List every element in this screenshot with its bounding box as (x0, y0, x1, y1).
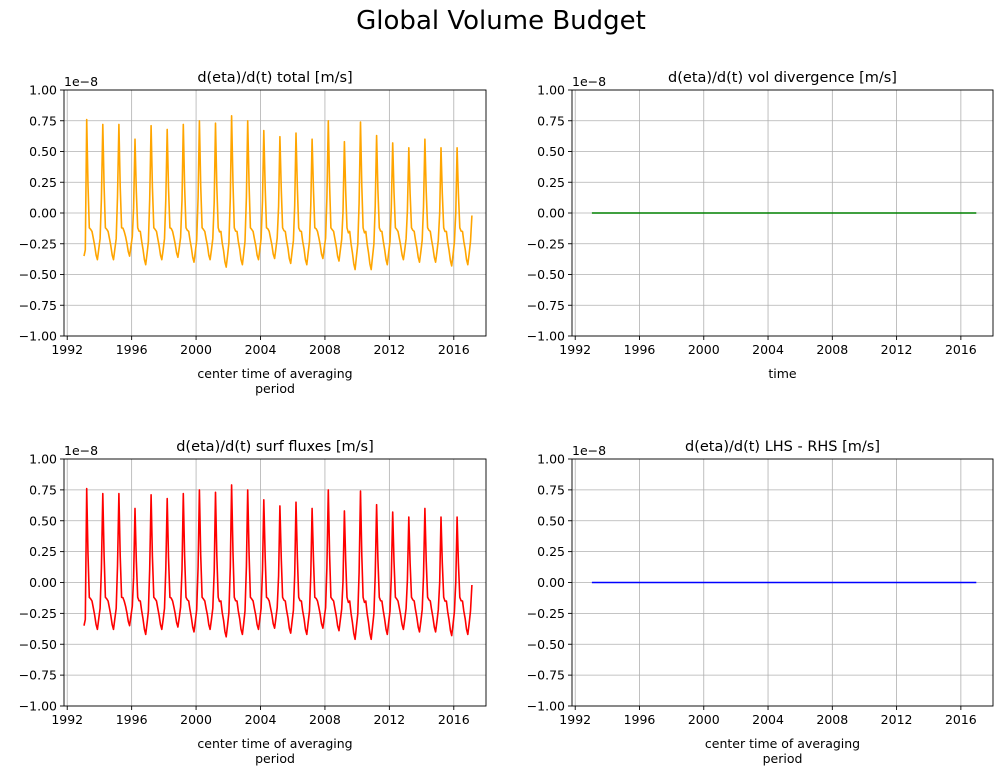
y-tick-label: 0.75 (537, 482, 565, 497)
x-axis-label: period (763, 751, 803, 766)
x-axis-label: period (255, 381, 295, 396)
x-tick-label: 2008 (816, 342, 848, 357)
y-tick-label: 0.00 (537, 575, 565, 590)
x-tick-label: 1996 (624, 342, 656, 357)
y-tick-label: 0.50 (537, 144, 565, 159)
y-tick-label: −0.75 (527, 668, 565, 683)
x-axis-label: center time of averaging (197, 366, 352, 381)
y-tick-label: 0.00 (29, 206, 57, 221)
y-tick-label: 0.25 (29, 544, 57, 559)
x-tick-label: 2000 (688, 342, 720, 357)
x-tick-label: 2004 (752, 342, 784, 357)
x-tick-label: 2000 (180, 712, 212, 727)
x-tick-label: 1992 (559, 342, 591, 357)
chart-title: d(eta)/d(t) LHS - RHS [m/s] (685, 439, 880, 455)
y-tick-label: 1.00 (537, 83, 565, 98)
x-tick-label: 2012 (881, 342, 913, 357)
series-line (83, 115, 473, 271)
x-tick-label: 2012 (373, 342, 405, 357)
x-tick-label: 1992 (559, 712, 591, 727)
y-tick-label: −0.75 (19, 668, 57, 683)
chart-panel-1: 1992 1996 2000 2004 2008 2012 2016 −1.00 −0.75 −0… (19, 70, 487, 396)
x-tick-label: 2008 (816, 712, 848, 727)
x-tick-label: 1996 (116, 712, 148, 727)
x-tick-label: 2000 (688, 712, 720, 727)
axis-scale-label: 1e−8 (64, 74, 98, 89)
y-tick-label: 0.25 (537, 544, 565, 559)
y-tick-label: −1.00 (19, 329, 57, 344)
x-tick-label: 2004 (752, 712, 784, 727)
series-line (83, 484, 473, 641)
y-tick-label: −0.50 (19, 637, 57, 652)
chart-title: d(eta)/d(t) vol divergence [m/s] (668, 70, 897, 86)
chart-panel-2: 1992 1996 2000 2004 2008 2012 2016 −1.00 −0.75 −0… (527, 70, 994, 381)
x-tick-label: 2008 (309, 342, 341, 357)
chart-panel-4: 1992 1996 2000 2004 2008 2012 2016 −1.00 −0.75 −0… (527, 439, 994, 766)
y-tick-label: 0.75 (537, 113, 565, 128)
y-tick-label: 0.75 (29, 113, 57, 128)
x-axis-label: center time of averaging (705, 736, 860, 751)
x-tick-label: 2004 (245, 712, 277, 727)
y-tick-label: 0.50 (29, 144, 57, 159)
x-axis-label: center time of averaging (197, 736, 352, 751)
y-tick-label: 0.00 (537, 206, 565, 221)
axis-scale-label: 1e−8 (572, 74, 606, 89)
y-tick-label: −0.75 (19, 298, 57, 313)
axis-scale-label: 1e−8 (572, 443, 606, 458)
y-tick-label: 1.00 (29, 83, 57, 98)
y-tick-label: −1.00 (19, 699, 57, 714)
y-tick-label: 0.50 (29, 513, 57, 528)
x-tick-label: 2016 (438, 342, 470, 357)
axis-scale-label: 1e−8 (64, 443, 98, 458)
chart-title: d(eta)/d(t) surf fluxes [m/s] (176, 439, 374, 455)
y-tick-label: −1.00 (527, 699, 565, 714)
y-tick-label: −0.50 (527, 267, 565, 282)
x-tick-label: 2012 (373, 712, 405, 727)
x-axis-label: time (768, 366, 797, 381)
x-tick-label: 2016 (945, 712, 977, 727)
y-tick-label: −0.25 (527, 606, 565, 621)
y-tick-label: −0.50 (19, 267, 57, 282)
y-tick-label: −0.25 (527, 236, 565, 251)
x-tick-label: 1996 (116, 342, 148, 357)
y-tick-label: −0.25 (19, 606, 57, 621)
x-tick-label: 2016 (945, 342, 977, 357)
y-tick-label: −0.50 (527, 637, 565, 652)
x-tick-label: 2000 (180, 342, 212, 357)
y-tick-label: −1.00 (527, 329, 565, 344)
x-tick-label: 2012 (881, 712, 913, 727)
y-tick-label: 0.25 (537, 175, 565, 190)
y-tick-label: 0.75 (29, 482, 57, 497)
figure-title: Global Volume Budget (356, 6, 646, 36)
y-tick-label: 0.25 (29, 175, 57, 190)
y-tick-label: 0.00 (29, 575, 57, 590)
x-tick-label: 2008 (309, 712, 341, 727)
chart-panel-3: 1992 1996 2000 2004 2008 2012 2016 −1.00 −0.75 −0… (19, 439, 487, 766)
chart-title: d(eta)/d(t) total [m/s] (197, 70, 352, 86)
y-tick-label: −0.75 (527, 298, 565, 313)
y-tick-label: 1.00 (29, 452, 57, 467)
x-tick-label: 2016 (438, 712, 470, 727)
x-tick-label: 1992 (51, 712, 83, 727)
y-tick-label: −0.25 (19, 236, 57, 251)
x-axis-label: period (255, 751, 295, 766)
x-tick-label: 2004 (245, 342, 277, 357)
y-tick-label: 1.00 (537, 452, 565, 467)
x-tick-label: 1996 (624, 712, 656, 727)
x-tick-label: 1992 (51, 342, 83, 357)
y-tick-label: 0.50 (537, 513, 565, 528)
